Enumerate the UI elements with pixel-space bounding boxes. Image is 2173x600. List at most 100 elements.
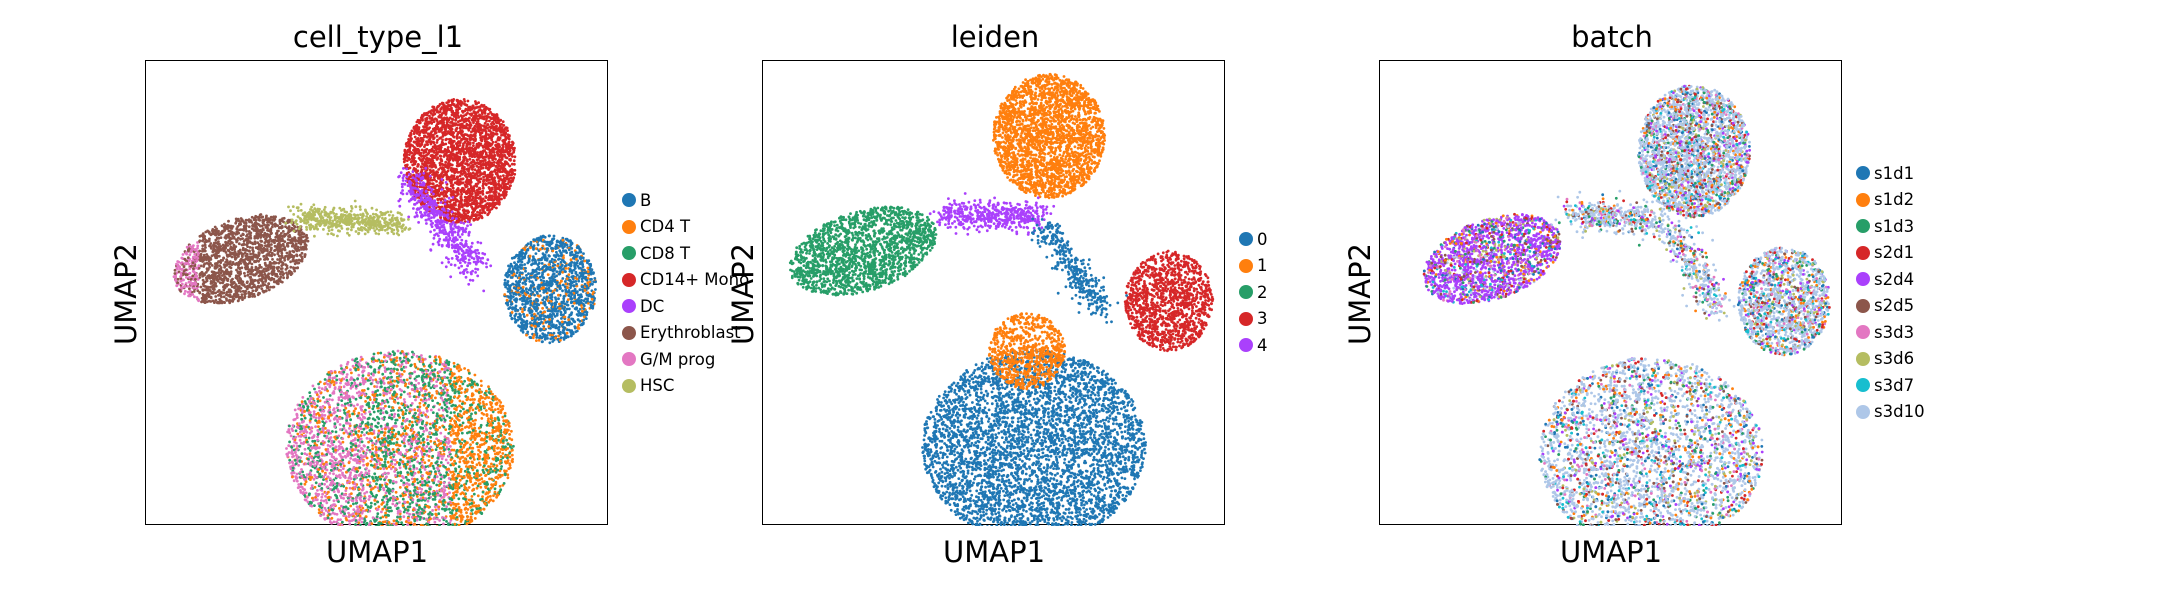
point-cluster	[1652, 216, 1736, 322]
legend-marker-icon	[622, 193, 636, 208]
point-cluster	[285, 349, 515, 526]
point-cluster	[402, 98, 517, 225]
legend-item: Erythroblast	[622, 320, 749, 347]
point-cluster	[992, 72, 1107, 200]
legend-marker-icon	[1856, 245, 1870, 260]
legend-item: HSC	[622, 373, 749, 400]
legend-marker-icon	[1856, 378, 1870, 393]
legend-label: s3d10	[1874, 402, 1925, 421]
legend-label: 1	[1257, 256, 1268, 275]
legend-cell-type: B CD4 T CD8 T CD14+ Mono DC Erythroblast G/M p…	[622, 187, 749, 399]
legend-item: DC	[622, 293, 749, 320]
legend-marker-icon	[1239, 338, 1253, 353]
legend-marker-icon	[622, 219, 636, 234]
legend-marker-icon	[1239, 258, 1253, 273]
plot-area-leiden	[762, 60, 1225, 526]
legend-item: CD4 T	[622, 214, 749, 241]
legend-label: s1d3	[1874, 217, 1914, 236]
legend-item: CD14+ Mono	[622, 267, 749, 294]
legend-leiden: 0 1 2 3 4	[1239, 226, 1268, 359]
y-axis-label-batch: UMAP2	[1343, 243, 1377, 345]
umap-scatter-leiden	[788, 72, 1215, 526]
legend-marker-icon	[1856, 272, 1870, 287]
legend-item: s3d6	[1856, 346, 1925, 373]
legend-item: 2	[1239, 279, 1268, 306]
legend-marker-icon	[1239, 285, 1253, 300]
legend-label: s3d3	[1874, 323, 1914, 342]
umap-scatter-batch	[1422, 84, 1831, 526]
plot-area-batch	[1379, 60, 1842, 526]
point-cluster	[928, 192, 1056, 236]
point-cluster	[1123, 249, 1215, 353]
legend-marker-icon	[622, 352, 636, 367]
legend-marker-icon	[1856, 325, 1870, 340]
point-cluster	[1422, 212, 1562, 305]
panel-title-leiden: leiden	[760, 20, 1230, 54]
legend-item: s3d7	[1856, 372, 1925, 399]
legend-marker-icon	[1856, 192, 1870, 207]
point-cluster	[987, 312, 1067, 391]
point-cluster	[503, 234, 597, 345]
legend-label: CD14+ Mono	[640, 270, 749, 289]
legend-label: DC	[640, 297, 664, 316]
point-cluster	[1637, 84, 1751, 219]
legend-label: s3d7	[1874, 376, 1914, 395]
legend-label: s2d5	[1874, 296, 1914, 315]
legend-marker-icon	[622, 299, 636, 314]
x-axis-label-batch: UMAP1	[1560, 535, 1662, 569]
legend-label: 2	[1257, 283, 1268, 302]
legend-item: s2d4	[1856, 266, 1925, 293]
legend-marker-icon	[622, 272, 636, 287]
y-axis-label-leiden: UMAP2	[726, 243, 760, 345]
legend-marker-icon	[1856, 219, 1870, 234]
legend-item: 0	[1239, 226, 1268, 253]
legend-item: B	[622, 187, 749, 214]
legend-item: 4	[1239, 332, 1268, 359]
legend-item: s1d1	[1856, 160, 1925, 187]
point-cluster	[1538, 357, 1764, 526]
legend-marker-icon	[622, 325, 636, 340]
legend-label: s3d6	[1874, 349, 1914, 368]
legend-marker-icon	[1239, 232, 1253, 247]
legend-marker-icon	[1856, 298, 1870, 313]
point-cluster	[1736, 246, 1831, 357]
legend-label: s2d1	[1874, 243, 1914, 262]
legend-marker-icon	[1856, 404, 1870, 419]
legend-item: G/M prog	[622, 346, 749, 373]
point-cluster	[1554, 189, 1678, 247]
umap-scatter-cell-type	[172, 98, 597, 526]
legend-label: CD4 T	[640, 217, 690, 236]
point-cluster	[921, 348, 1147, 526]
legend-label: HSC	[640, 376, 674, 395]
point-cluster	[788, 205, 938, 297]
legend-batch: s1d1 s1d2 s1d3 s2d1 s2d4 s2d5 s3d3 s3d6 s3d7 s3d1…	[1856, 160, 1925, 425]
legend-marker-icon	[1239, 311, 1253, 326]
x-axis-label-leiden: UMAP1	[943, 535, 1045, 569]
point-cluster	[1030, 217, 1128, 324]
panel-title-cell-type: cell_type_l1	[143, 20, 613, 54]
legend-label: 0	[1257, 230, 1268, 249]
point-cluster	[284, 199, 412, 238]
legend-label: G/M prog	[640, 350, 715, 369]
legend-label: B	[640, 191, 651, 210]
legend-item: 3	[1239, 306, 1268, 333]
legend-item: CD8 T	[622, 240, 749, 267]
legend-item: s2d1	[1856, 240, 1925, 267]
point-cluster	[397, 166, 493, 293]
legend-item: s1d2	[1856, 187, 1925, 214]
point-cluster	[172, 213, 310, 305]
legend-label: 3	[1257, 309, 1268, 328]
legend-item: s3d3	[1856, 319, 1925, 346]
x-axis-label-cell-type: UMAP1	[326, 535, 428, 569]
legend-label: s1d1	[1874, 164, 1914, 183]
legend-item: s3d10	[1856, 399, 1925, 426]
legend-label: 4	[1257, 336, 1268, 355]
legend-label: CD8 T	[640, 244, 690, 263]
legend-label: Erythroblast	[640, 323, 741, 342]
legend-item: s1d3	[1856, 213, 1925, 240]
legend-label: s1d2	[1874, 190, 1914, 209]
y-axis-label-cell-type: UMAP2	[109, 243, 143, 345]
legend-label: s2d4	[1874, 270, 1914, 289]
legend-item: s2d5	[1856, 293, 1925, 320]
legend-item: 1	[1239, 253, 1268, 280]
